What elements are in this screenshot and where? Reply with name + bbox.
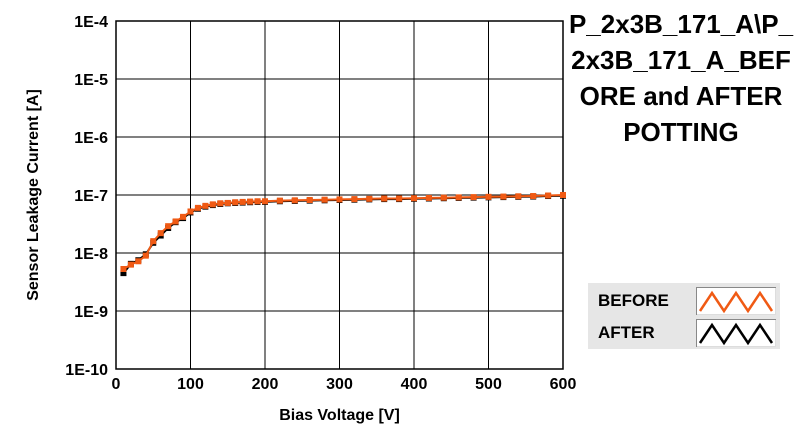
y-tick-label: 1E-4 (74, 14, 108, 31)
y-tick-label: 1E-7 (74, 188, 108, 205)
data-point-before (224, 199, 231, 206)
data-point-before (515, 193, 522, 200)
x-tick-label: 0 (112, 376, 121, 393)
legend-label-after: AFTER (598, 323, 655, 342)
x-tick-label: 200 (252, 376, 279, 393)
data-point-before (560, 192, 566, 198)
data-point-after (120, 270, 127, 277)
legend: BEFORE AFTER (588, 283, 780, 349)
y-tick-label: 1E-9 (74, 304, 108, 321)
data-point-before (545, 192, 552, 199)
data-point-before (232, 199, 239, 206)
tick-labels: 0 100 200 300 400 500 600 1E-4 1E-5 1E-6 1E-7 1E-8 1… (65, 14, 576, 393)
data-point-before (254, 198, 261, 205)
data-point-before (209, 201, 216, 208)
data-point-before (306, 196, 313, 203)
data-point-before (470, 194, 477, 201)
y-tick-label: 1E-8 (74, 246, 108, 263)
data-point-before (157, 230, 164, 237)
legend-swatch-after[interactable] (696, 319, 776, 347)
data-point-before (425, 194, 432, 201)
legend-item-before: BEFORE (588, 285, 780, 315)
data-point-before (135, 258, 142, 265)
data-point-before (247, 198, 254, 205)
chart-title: P_2x3B_171_A\P_2x3B_171_A_BEFORE and AFT… (568, 9, 794, 147)
x-axis-title: Bias Voltage [V] (279, 407, 400, 424)
data-point-before (500, 193, 507, 200)
legend-line-before (698, 290, 774, 314)
data-point-before (291, 197, 298, 204)
data-point-before (485, 193, 492, 200)
data-point-before (262, 198, 268, 205)
x-tick-label: 500 (475, 376, 502, 393)
series-line-before (122, 194, 564, 270)
data-point-before (396, 195, 403, 202)
x-tick-label: 300 (326, 376, 353, 393)
data-point-before (440, 194, 447, 201)
x-tick-label: 400 (401, 376, 428, 393)
data-point-before (530, 193, 537, 200)
data-point-before (194, 204, 201, 211)
x-tick-label: 600 (550, 376, 577, 393)
y-axis-title: Sensor Leakage Current [A] (25, 89, 42, 301)
data-point-before (381, 195, 388, 202)
data-point-before (120, 265, 127, 272)
data-point-before (172, 218, 179, 225)
data-point-before (187, 208, 194, 215)
data-point-before (455, 194, 462, 201)
data-point-before (150, 238, 157, 245)
x-tick-label: 100 (177, 376, 204, 393)
data-point-before (336, 196, 343, 203)
plot-series (120, 192, 566, 277)
data-point-before (180, 213, 187, 220)
data-point-before (239, 198, 246, 205)
data-point-before (366, 195, 373, 202)
data-point-before (321, 196, 328, 203)
legend-line-after (698, 322, 774, 346)
y-tick-label: 1E-10 (65, 362, 108, 379)
data-point-before (411, 195, 417, 202)
grid-lines (115, 20, 564, 370)
legend-label-before: BEFORE (598, 291, 669, 310)
data-point-before (165, 223, 172, 230)
data-point-before (217, 200, 224, 207)
data-point-before (127, 261, 134, 268)
y-tick-label: 1E-5 (74, 72, 108, 89)
legend-swatch-before[interactable] (696, 287, 776, 315)
y-tick-label: 1E-6 (74, 130, 108, 147)
legend-item-after: AFTER (588, 317, 780, 347)
data-point-before (142, 252, 149, 259)
data-point-before (351, 196, 358, 203)
data-point-before (276, 197, 283, 204)
data-point-before (202, 202, 209, 209)
